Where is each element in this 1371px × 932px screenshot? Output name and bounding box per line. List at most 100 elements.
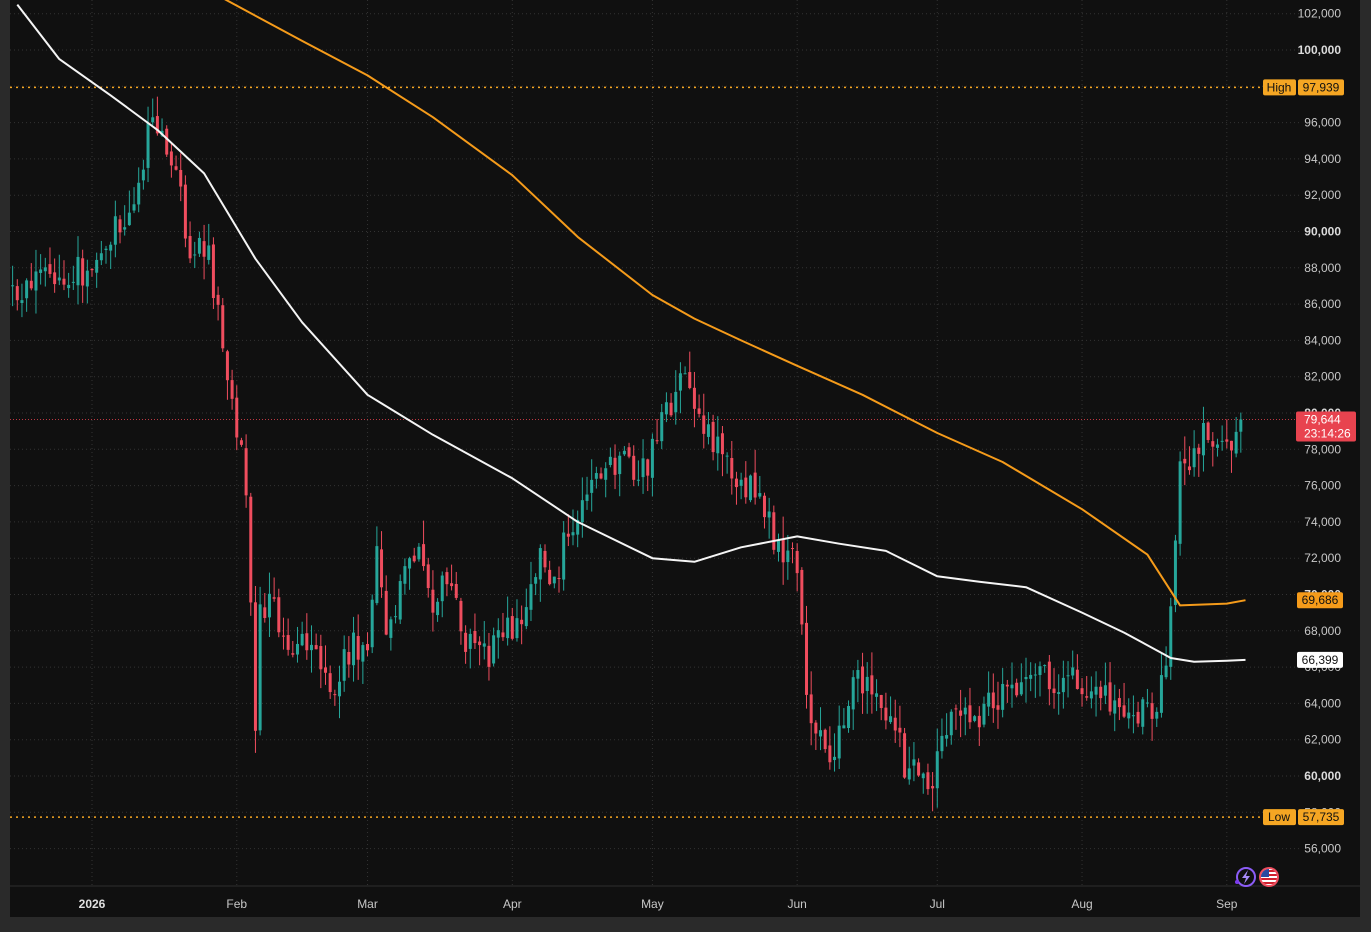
candle-body	[991, 692, 995, 709]
candle-body	[711, 421, 715, 453]
candle-body	[1038, 666, 1042, 675]
y-tick-label: 86,000	[1304, 297, 1341, 311]
candle-body	[786, 550, 790, 563]
candle-body	[464, 632, 468, 652]
candle-body	[1099, 686, 1103, 699]
candle-body	[1206, 422, 1210, 440]
us-flag-icon[interactable]	[1259, 867, 1279, 887]
y-tick-label: 88,000	[1304, 261, 1341, 275]
candle-body	[1043, 665, 1047, 667]
candle-body	[1239, 419, 1243, 432]
candle-body	[935, 751, 939, 789]
candle-body	[132, 204, 136, 211]
candle-body	[940, 735, 944, 752]
candle-body	[678, 373, 682, 391]
x-tick-label: May	[641, 897, 664, 911]
candle-body	[1103, 685, 1107, 696]
price-chart[interactable]: 56,00058,00060,00062,00064,00066,00068,0…	[10, 0, 1360, 917]
candle-body	[650, 438, 654, 478]
candle-body	[319, 646, 323, 670]
candle-body	[576, 519, 580, 535]
candle-body	[996, 705, 1000, 710]
candle-body	[907, 768, 911, 780]
chart-frame[interactable]: 56,00058,00060,00062,00064,00066,00068,0…	[10, 0, 1360, 917]
candle-body	[342, 649, 346, 681]
y-tick-label: 92,000	[1304, 188, 1341, 202]
candle-body	[973, 716, 977, 721]
candle-body	[954, 708, 958, 710]
moving-average-white	[16, 3, 1246, 663]
candle-body	[417, 546, 421, 560]
candle-body	[926, 772, 930, 790]
candle-body	[174, 166, 178, 170]
candle-body	[977, 715, 981, 728]
candle-body	[1155, 711, 1159, 719]
candle-body	[510, 616, 514, 639]
candle-body	[819, 730, 823, 737]
candle-body	[431, 589, 435, 613]
candle-body	[1211, 441, 1215, 447]
candle-body	[847, 705, 851, 728]
candle-body	[253, 602, 257, 731]
candle-body	[34, 271, 38, 291]
candle-body	[95, 259, 99, 273]
reference-value-box	[1298, 79, 1344, 96]
candle-body	[641, 458, 645, 478]
candle-body	[674, 391, 678, 413]
candle-body	[1150, 703, 1154, 719]
candle-body	[422, 544, 426, 567]
candle-body	[146, 122, 150, 168]
candle-body	[1066, 675, 1070, 677]
candle-body	[71, 281, 75, 283]
candle-body	[697, 408, 701, 414]
lightning-circle-icon[interactable]	[1235, 867, 1256, 887]
candle-body	[655, 440, 659, 442]
candle-body	[875, 693, 879, 697]
candle-body	[188, 236, 192, 259]
candle-body	[408, 558, 412, 569]
candle-body	[1080, 688, 1084, 695]
candle-body	[968, 705, 972, 723]
time-axis[interactable]: 2026 Feb Mar Apr May Jun Jul Aug Sep	[79, 897, 1238, 911]
candle-body	[823, 729, 827, 750]
candle-body	[594, 473, 598, 479]
y-tick-label: 56,000	[1304, 842, 1341, 856]
candle-body	[1192, 448, 1196, 468]
candle-body	[1178, 461, 1182, 544]
candle-body	[487, 645, 491, 667]
candle-body	[482, 643, 486, 647]
candle-body	[127, 212, 131, 226]
candle-body	[856, 670, 860, 679]
candle-body	[683, 373, 687, 375]
y-tick-label: 84,000	[1304, 333, 1341, 347]
candle-body	[1225, 439, 1229, 442]
candle-body	[543, 550, 547, 568]
candle-body	[1229, 440, 1233, 451]
candle-body	[622, 450, 626, 455]
candle-body	[884, 707, 888, 721]
candle-body	[211, 244, 215, 299]
candle-body	[599, 473, 603, 479]
candle-body	[221, 305, 225, 349]
candle-body	[141, 169, 145, 181]
x-tick-label: Jun	[787, 897, 806, 911]
candle-body	[11, 285, 15, 287]
x-tick-label: Feb	[226, 897, 247, 911]
candle-body	[795, 550, 799, 574]
candle-body	[1085, 696, 1089, 698]
candle-body	[151, 117, 155, 123]
candle-body	[225, 351, 229, 381]
candle-body	[338, 681, 342, 697]
candle-body	[277, 597, 281, 633]
candle-body	[613, 457, 617, 475]
candle-body	[557, 578, 561, 580]
candle-body	[627, 447, 631, 457]
candle-body	[118, 219, 122, 233]
candle-body	[169, 151, 173, 166]
candle-body	[426, 564, 430, 589]
candle-body	[496, 630, 500, 638]
y-tick-label: 64,000	[1304, 696, 1341, 710]
candle-body	[762, 495, 766, 518]
candle-body	[664, 402, 668, 415]
candle-body	[669, 402, 673, 416]
